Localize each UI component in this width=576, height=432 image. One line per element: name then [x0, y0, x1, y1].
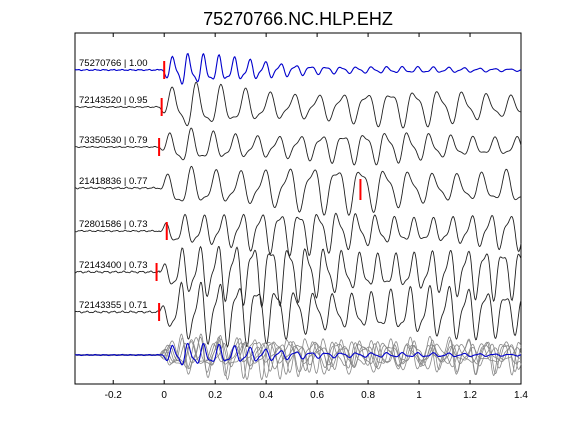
- stack-overlay: [74, 333, 522, 381]
- trace-label: 72143400 | 0.73: [79, 260, 148, 271]
- x-tick-label: 1: [416, 390, 422, 401]
- trace-label: 72143520 | 0.95: [79, 95, 148, 106]
- trace-label: 73350530 | 0.79: [79, 135, 148, 146]
- x-tick-label: 0.6: [310, 390, 324, 401]
- x-axis: -0.2 0 0.2 0.4 0.6 0.8 1 1.2 1.4: [105, 33, 528, 401]
- x-tick-label: 1.4: [514, 390, 528, 401]
- trace-label: 75270766 | 1.00: [79, 58, 148, 69]
- trace-group: 75270766 | 1.00: [74, 52, 522, 86]
- trace-group: 72143355 | 0.71: [74, 281, 522, 348]
- x-tick-label: -0.2: [105, 390, 123, 401]
- trace-line: [74, 127, 522, 166]
- stack-line: [74, 336, 522, 381]
- plot-area: [74, 32, 522, 385]
- trace-label: 72143355 | 0.71: [79, 300, 148, 311]
- x-tick-label: 0.4: [259, 390, 273, 401]
- trace-group: 72143400 | 0.73: [74, 245, 522, 308]
- x-tick-label: 1.2: [463, 390, 477, 401]
- trace-line: [74, 212, 522, 257]
- trace-line: [74, 281, 522, 348]
- stack-reference-line: [74, 342, 522, 366]
- trace-group: 72801586 | 0.73: [74, 212, 522, 257]
- trace-group: 72143520 | 0.95: [74, 81, 522, 129]
- x-tick-label: 0.8: [361, 390, 375, 401]
- chart-title: 75270766.NC.HLP.EHZ: [203, 9, 393, 29]
- trace-group: 73350530 | 0.79: [74, 127, 522, 166]
- trace-line: [74, 245, 522, 308]
- x-tick-label: 0: [161, 390, 167, 401]
- trace-line: [74, 81, 522, 129]
- traces-group: 75270766 | 1.00 72143520 | 0.95 73350530 |…: [74, 52, 522, 381]
- trace-label: 72801586 | 0.73: [79, 219, 148, 230]
- trace-line: [74, 165, 522, 216]
- trace-group: 21418836 | 0.77: [74, 165, 522, 216]
- x-tick-label: 0.2: [208, 390, 222, 401]
- trace-line: [74, 52, 522, 86]
- trace-label: 21418836 | 0.77: [79, 176, 148, 187]
